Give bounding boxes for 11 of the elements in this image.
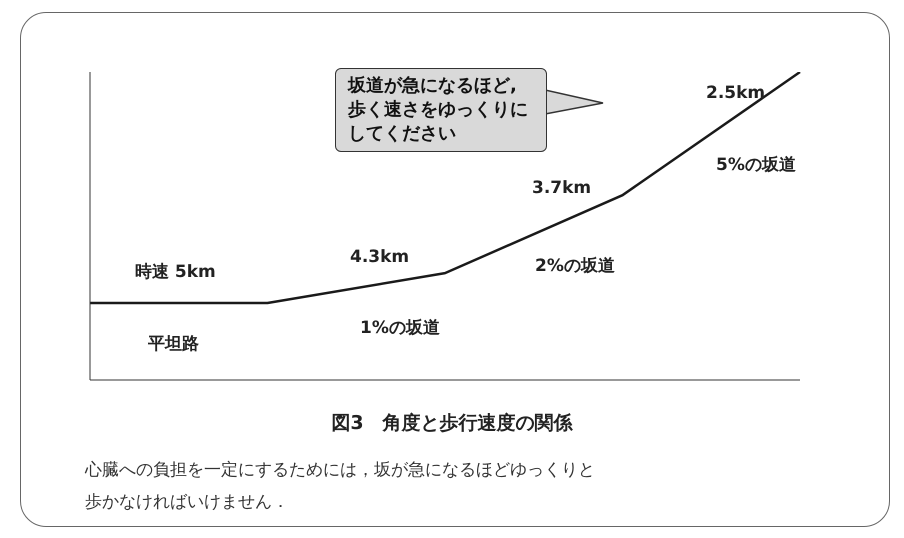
annotation: 平坦路 bbox=[148, 333, 199, 355]
text: 心臓への負担を一定にするためには，坂が急になるほどゆっくりと歩かなければいけません． bbox=[85, 459, 596, 514]
text: 図3 角度と歩行速度の関係 bbox=[330, 411, 574, 436]
annotation: 4.3km bbox=[350, 247, 410, 267]
annotation: 2.5km bbox=[706, 83, 766, 103]
annotation: 2%の坂道 bbox=[535, 255, 615, 277]
annotation: 坂道が急になるほど,歩く速さをゆっくりにしてください bbox=[348, 74, 529, 146]
annotation: 時速 5km bbox=[135, 261, 216, 283]
annotation: 1%の坂道 bbox=[360, 317, 440, 339]
annotation: 5%の坂道 bbox=[716, 154, 796, 176]
annotation: 3.7km bbox=[532, 178, 592, 198]
